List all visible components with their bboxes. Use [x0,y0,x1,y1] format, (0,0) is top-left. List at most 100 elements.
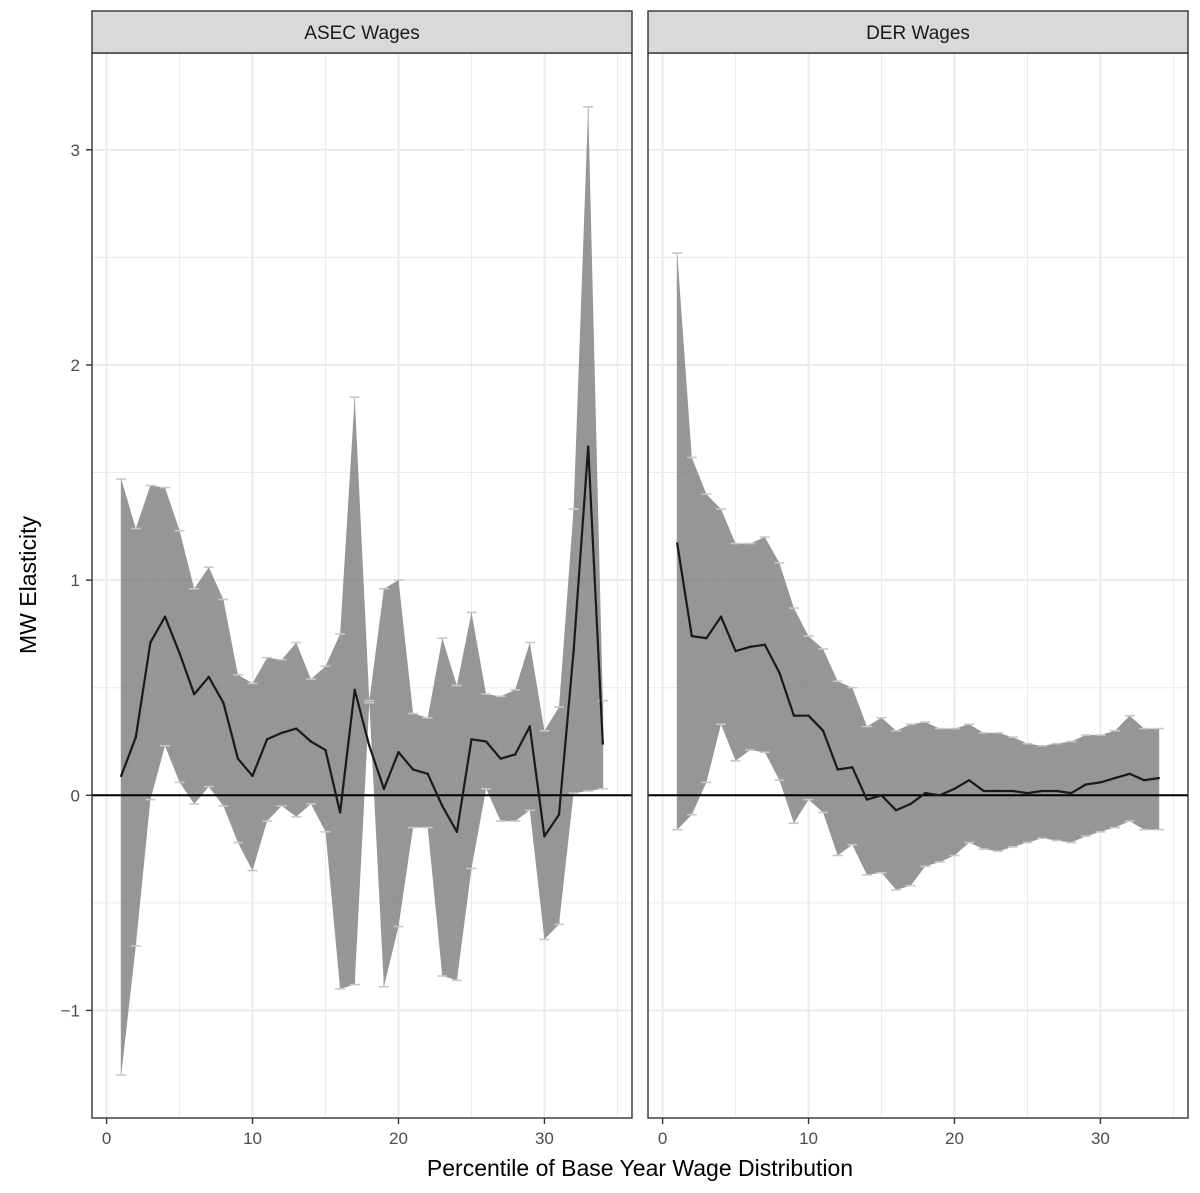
estimate-point [1040,789,1044,793]
estimate-point [938,794,942,797]
y-tick-label: 0 [71,786,80,805]
facet-strip [91,10,633,54]
estimate-point [397,751,400,754]
estimate-point [601,742,605,745]
facet-strip [647,10,1189,54]
estimate-point [894,809,898,812]
estimate-point [836,768,839,771]
estimate-point [1084,783,1088,786]
x-tick-label: 0 [658,1129,667,1148]
estimate-point [338,811,342,814]
confidence-band [121,106,603,1076]
estimate-point [309,740,313,743]
estimate-point [880,794,883,797]
estimate-point [1070,791,1073,795]
estimate-point [149,641,152,644]
x-axis: 0 10 20 30 [658,1118,1110,1148]
x-tick-label: 10 [243,1129,262,1148]
estimate-point [748,645,752,649]
panel-der: DER Wages 0 10 20 30 [647,10,1189,1148]
confidence-band [677,253,1159,890]
estimate-point [119,774,123,778]
x-tick-label: 30 [1091,1129,1110,1148]
estimate-point [1011,789,1015,793]
grid-lines [648,53,1188,1118]
estimate-point [865,798,869,801]
estimate-point [324,748,327,752]
y-axis: −1 0 1 2 3 [61,141,92,1020]
estimate-point [514,753,517,756]
estimate-point [557,813,561,816]
estimate-point [280,731,283,735]
panel-asec: ASEC Wages 0 10 20 30 [91,10,633,1148]
estimate-point [426,772,429,775]
y-tick-label: 1 [71,571,80,590]
estimate-point [807,714,810,717]
estimate-point [675,542,679,545]
estimate-point [1099,781,1102,784]
estimate-point [1128,772,1131,775]
error-bar [1124,714,1135,822]
estimate-points [119,445,605,838]
estimate-point [382,787,386,791]
estimate-point [572,649,575,653]
estimate-point [909,802,912,806]
y-tick-label: −1 [61,1001,80,1020]
estimate-point [967,779,971,782]
estimate-point [222,701,225,704]
estimate-point [178,652,181,655]
estimate-point [982,789,985,793]
estimate-point [587,445,590,448]
estimate-point [821,729,825,732]
estimate-point [543,834,546,838]
x-tick-label: 0 [102,1129,111,1148]
estimate-points [675,542,1161,812]
error-bar [964,723,975,844]
x-tick-label: 30 [535,1129,554,1148]
estimate-point [778,671,781,674]
estimate-line [676,543,1159,812]
x-axis-title: Percentile of Base Year Wage Distributio… [427,1155,853,1181]
facet-strip-title: ASEC Wages [304,23,419,44]
estimate-point [719,615,723,618]
estimate-point [251,774,254,778]
error-bar [364,699,375,704]
estimate-point [192,692,196,696]
estimate-point [953,787,956,791]
facet-strip-title: DER Wages [866,23,970,44]
error-bar [672,252,683,831]
estimate-point [924,791,927,795]
estimate-point [690,634,693,638]
estimate-point [207,675,210,679]
estimate-point [163,615,167,618]
estimate-point [734,649,737,653]
error-bar [949,727,960,857]
estimate-point [763,643,766,646]
estimate-point [997,789,1000,793]
estimate-point [455,830,459,834]
error-bar [174,529,185,784]
estimate-point [792,714,796,717]
estimate-point [499,757,502,760]
estimate-point [236,757,240,760]
estimate-point [411,768,415,771]
x-tick-label: 20 [945,1129,964,1148]
estimate-point [265,738,269,741]
estimate-point [851,766,854,769]
estimate-point [134,735,137,739]
estimate-point [295,727,298,730]
x-axis: 0 10 20 30 [102,1118,554,1148]
estimate-point [1055,789,1058,793]
x-tick-label: 20 [389,1129,408,1148]
y-tick-label: 2 [71,356,80,375]
estimate-point [528,725,532,728]
estimate-point [484,740,488,743]
estimate-line [120,445,604,838]
estimate-point [441,804,444,808]
y-axis-title: MW Elasticity [15,516,41,655]
estimate-point [1113,776,1117,780]
estimate-point [1026,791,1029,795]
error-bar [189,587,200,805]
